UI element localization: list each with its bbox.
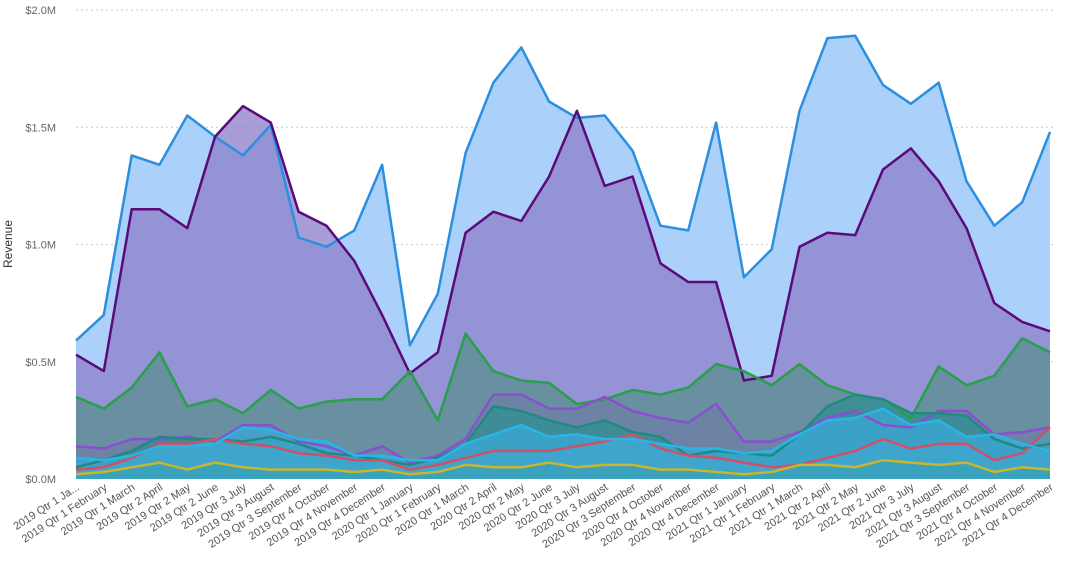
y-tick-label: $2.0M — [25, 5, 56, 17]
y-tick-label: $0.5M — [25, 357, 56, 369]
series-line-2 — [75, 104, 1051, 382]
y-axis-ticks: $0.0M $0.5M $1.0M $1.5M $2.0M — [25, 5, 56, 486]
series-line-8 — [75, 458, 1051, 476]
series-line-7 — [75, 407, 1051, 462]
x-axis-ticks: 2019 Qtr 1 Ja...2019 Qtr 1 February2019 … — [12, 481, 1056, 551]
series-line-6 — [75, 426, 1051, 471]
series-lines — [75, 34, 1052, 476]
y-tick-label: $1.0M — [25, 240, 56, 252]
series-line-1 — [75, 34, 1052, 347]
y-tick-label: $0.0M — [25, 474, 56, 486]
y-axis-title: Revenue — [1, 220, 15, 268]
series-area-7 — [76, 408, 1050, 479]
series-line-5 — [75, 393, 1051, 469]
y-tick-label: $1.5M — [25, 122, 56, 134]
series-line-4 — [75, 393, 1051, 464]
